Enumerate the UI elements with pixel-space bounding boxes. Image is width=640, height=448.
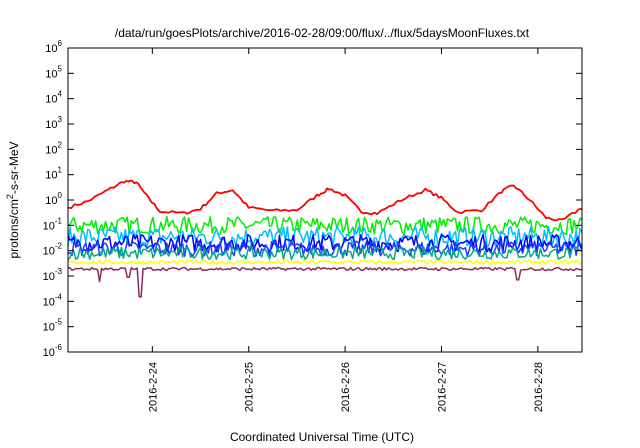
series-line-8: [67, 266, 583, 298]
series-line-3: [67, 226, 583, 248]
x-tick-label: 2016-2-28: [533, 362, 545, 412]
x-tick-label: 2016-2-26: [340, 362, 352, 412]
series-line-1: [67, 179, 583, 222]
y-tick-label: 10-1: [43, 216, 63, 232]
series-line-4: [67, 233, 583, 253]
x-tick-label: 2016-2-24: [147, 362, 159, 412]
plot-frame: [67, 47, 583, 353]
y-tick-label: 102: [45, 140, 62, 156]
x-axis-label: Coordinated Universal Time (UTC): [230, 430, 414, 444]
y-tick-label: 10-3: [43, 267, 63, 283]
y-tick-label: 101: [45, 166, 62, 182]
y-axis: 10-6 10-5 10-4 10-3 10-2 10-1 100 101 102 103 104 1…: [43, 39, 582, 359]
y-axis-label: protons/cm2-s-sr-MeV: [5, 141, 21, 258]
y-tick-label: 103: [45, 115, 62, 131]
y-tick-label: 106: [45, 39, 62, 55]
series-line-2: [67, 215, 583, 235]
y-tick-label: 10-5: [43, 318, 63, 334]
y-tick-label: 10-6: [43, 343, 63, 359]
y-tick-label: 10-4: [43, 292, 63, 308]
x-tick-label: 2016-2-27: [436, 362, 448, 412]
y-tick-label: 10-2: [43, 242, 63, 258]
y-tick-label: 100: [45, 191, 62, 207]
y-tick-label: 104: [45, 90, 62, 106]
series-line-5: [67, 240, 583, 258]
x-axis: 2016-2-24 2016-2-25 2016-2-26 2016-2-27 2016…: [147, 48, 545, 412]
y-axis-label-exponent: 2: [5, 194, 15, 199]
series-line-7: [67, 259, 583, 265]
series-line-6: [67, 246, 583, 261]
series-layer: [67, 179, 583, 298]
y-tick-label: 105: [45, 64, 62, 80]
chart-title: /data/run/goesPlots/archive/2016-02-28/0…: [115, 26, 530, 40]
x-tick-label: 2016-2-25: [244, 362, 256, 412]
